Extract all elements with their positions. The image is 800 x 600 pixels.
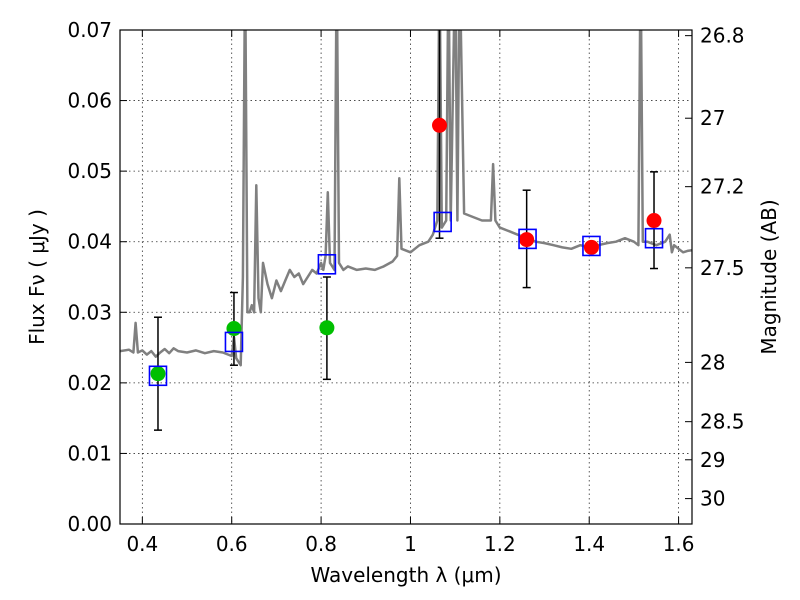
red-data-point [583,239,599,255]
y2-tick-label: 27.5 [700,256,745,280]
model-photometry-box [518,228,537,250]
model-photometry-box [582,235,601,257]
y2-tick-label: 26.8 [700,24,745,48]
red-data-point [646,213,662,229]
y2-tick-label: 28.5 [700,410,745,434]
green-data-point [226,321,242,337]
model-photometry-box [148,365,168,387]
x-tick-label: 1.2 [484,532,516,556]
y2-tick-label: 27 [700,106,725,130]
y2-axis-label: Magnitude (AB) [757,199,781,354]
model-photometry-box [317,253,337,275]
y-tick-label: 0.00 [67,512,112,536]
x-tick-label: 0.8 [305,532,337,556]
y-tick-label: 0.02 [67,371,112,395]
y2-tick-label: 29 [700,448,725,472]
y-tick-label: 0.05 [67,159,112,183]
y-axis-label: Flux Fν ( μJy ) [25,209,49,345]
model-photometry-box [644,227,664,249]
y-tick-label: 0.04 [67,230,112,254]
y-tick-label: 0.07 [67,18,112,42]
x-tick-label: 0.6 [216,532,248,556]
x-tick-label: 1.6 [663,532,695,556]
x-tick-label: 0.4 [126,532,158,556]
y2-tick-label: 27.2 [700,175,745,199]
axes: 0.4 0.6 0.8 1 1.2 1.4 1.6 0.00 0.01 0.02 0.03 0.04 0… [67,18,744,556]
red-data-point [432,117,448,133]
green-data-point [150,366,166,382]
y-tick-label: 0.03 [67,300,112,324]
model-photometry-box [433,211,452,233]
y2-tick-label: 28 [700,350,725,374]
green-data-point [319,320,335,336]
y-tick-label: 0.06 [67,89,112,113]
red-data-point [519,232,535,248]
x-tick-label: 1 [404,532,417,556]
plot-frame [119,29,693,525]
x-tick-label: 1.4 [573,532,605,556]
grid [120,30,692,524]
x-axis-label: Wavelength λ (μm) [310,563,501,587]
y2-tick-label: 30 [700,487,725,511]
model-photometry-box [224,331,244,353]
y-tick-label: 0.01 [67,441,112,465]
plot-area [120,30,692,431]
